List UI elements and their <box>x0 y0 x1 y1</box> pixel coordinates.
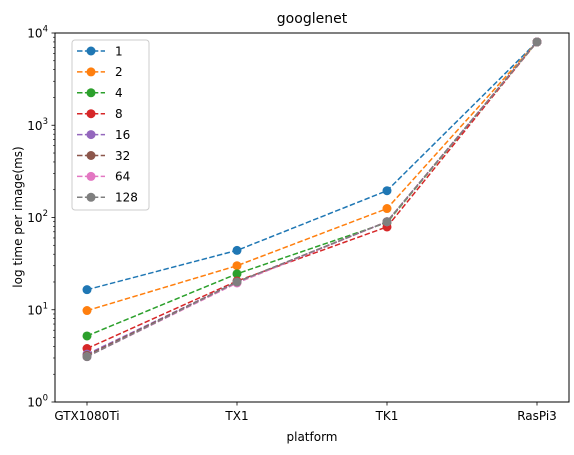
legend-swatch-marker <box>86 171 96 181</box>
series-4 <box>82 37 542 341</box>
legend-item: 8 <box>77 107 123 121</box>
legend-items: 1 2 4 8 16 32 64 128 <box>77 44 138 205</box>
y-tick-exponent: 2 <box>43 209 48 219</box>
chart-title: googlenet <box>277 11 348 27</box>
y-tick-base: 10 <box>27 27 42 41</box>
y-tick-base: 10 <box>27 119 42 133</box>
x-tick-label: GTX1080Ti <box>54 409 119 423</box>
legend-swatch-marker <box>86 46 96 56</box>
y-tick-exponent: 3 <box>43 117 48 127</box>
legend-label: 16 <box>115 128 130 142</box>
y-tick-base: 10 <box>27 303 42 317</box>
y-tick-base: 10 <box>27 396 42 410</box>
y-tick-exponent: 4 <box>43 25 48 35</box>
legend-label: 32 <box>115 149 130 163</box>
y-tick-label: 102 <box>27 209 48 225</box>
series-1 <box>82 37 542 295</box>
series-16 <box>82 37 542 359</box>
series-line <box>86 41 538 350</box>
legend-item: 32 <box>77 149 130 163</box>
x-tick-label: TX1 <box>224 409 248 423</box>
y-tick-label: 104 <box>27 25 48 41</box>
y-tick-base: 10 <box>27 211 42 225</box>
x-axis-label: platform <box>287 430 338 444</box>
data-point <box>82 306 92 316</box>
series-8 <box>82 37 542 354</box>
y-tick-exponent: 0 <box>43 394 48 404</box>
x-tick-label: TK1 <box>375 409 399 423</box>
legend-swatch-marker <box>86 130 96 140</box>
series-line <box>86 41 538 291</box>
legend-item: 2 <box>77 65 123 79</box>
data-point <box>382 186 392 196</box>
y-tick-exponent: 1 <box>43 301 48 311</box>
data-point <box>532 37 542 47</box>
legend-item: 1 <box>77 44 123 58</box>
y-tick-label: 100 <box>27 394 48 410</box>
y-tick-label: 101 <box>27 301 48 317</box>
series-line <box>86 41 538 312</box>
legend-item: 128 <box>77 191 138 205</box>
data-point <box>232 261 242 271</box>
x-tick-label: RasPi3 <box>517 409 557 423</box>
legend: 1 2 4 8 16 32 64 128 <box>71 39 150 211</box>
series-64 <box>82 37 542 362</box>
series-line <box>86 41 538 337</box>
data-point <box>232 269 242 279</box>
data-point <box>82 352 92 362</box>
data-point <box>82 285 92 295</box>
y-axis-label: log time per image(ms) <box>11 146 25 287</box>
series-line <box>86 41 538 358</box>
series-layer <box>82 37 542 362</box>
legend-swatch-marker <box>86 192 96 202</box>
data-point <box>232 245 242 255</box>
legend-swatch-marker <box>86 151 96 160</box>
series-128 <box>82 37 542 362</box>
data-point <box>82 331 92 341</box>
data-point <box>382 217 392 227</box>
legend-label: 2 <box>115 65 123 79</box>
series-line <box>86 41 538 358</box>
legend-item: 16 <box>77 128 130 142</box>
data-point <box>382 204 392 214</box>
data-point <box>232 277 242 287</box>
legend-item: 4 <box>77 86 123 100</box>
legend-label: 4 <box>115 86 123 100</box>
legend-box <box>71 39 150 211</box>
legend-swatch-marker <box>86 88 96 98</box>
legend-label: 128 <box>115 191 138 205</box>
legend-item: 64 <box>77 170 130 184</box>
y-tick-label: 103 <box>27 117 48 133</box>
legend-label: 1 <box>115 44 123 58</box>
legend-label: 64 <box>115 170 130 184</box>
legend-label: 8 <box>115 107 123 121</box>
series-32 <box>82 37 542 360</box>
legend-swatch-marker <box>86 109 96 119</box>
legend-swatch-marker <box>86 67 96 77</box>
